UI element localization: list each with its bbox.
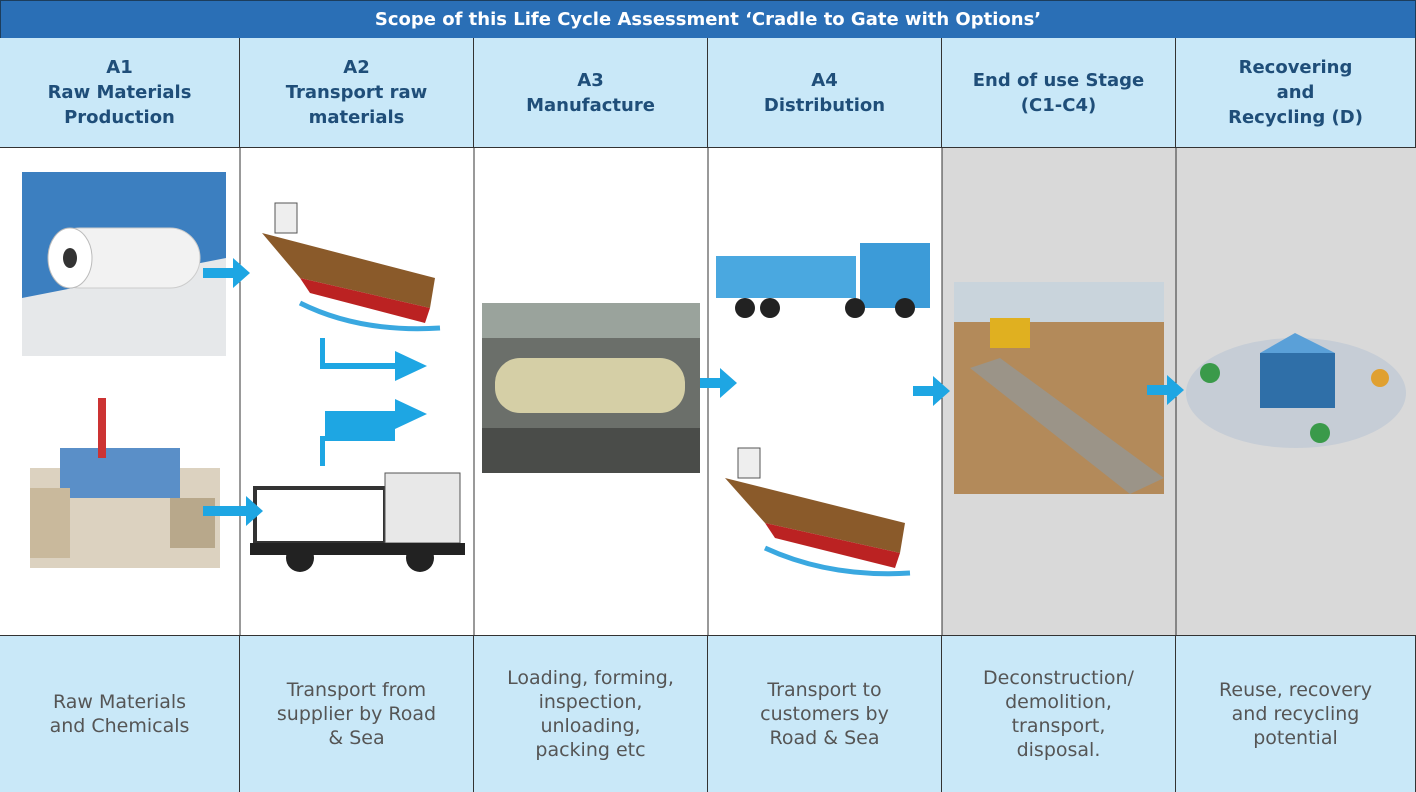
factory xyxy=(30,398,220,568)
column-heading-line: A1 xyxy=(0,55,239,80)
column-description-line: Transport from xyxy=(240,678,473,702)
column-description-line: Transport to xyxy=(708,678,941,702)
column-description-line: demolition, xyxy=(942,690,1175,714)
column-heading-line: Transport raw xyxy=(240,80,473,105)
column-heading-line: Distribution xyxy=(708,93,941,118)
fiber-roll xyxy=(22,172,226,356)
flatbed-truck xyxy=(716,243,930,318)
column-heading-line: A2 xyxy=(240,55,473,80)
column-heading-line: and xyxy=(1176,80,1415,105)
column-description-line: potential xyxy=(1176,726,1415,750)
column-description-line: Deconstruction/ xyxy=(942,666,1175,690)
column-description: Deconstruction/demolition,transport,disp… xyxy=(942,635,1176,792)
ship xyxy=(262,203,440,329)
column-description-line: Reuse, recovery xyxy=(1176,678,1415,702)
column-description-line: Road & Sea xyxy=(708,726,941,750)
column-description-line: & Sea xyxy=(240,726,473,750)
ship xyxy=(725,448,910,574)
column-description-line: Loading, forming, xyxy=(474,666,707,690)
column-description-line: supplier by Road xyxy=(240,702,473,726)
title: Scope of this Life Cycle Assessment ‘Cra… xyxy=(0,0,1416,39)
manufacturing-photo xyxy=(482,303,700,473)
column-description-line: Raw Materials xyxy=(0,690,239,714)
column-description-line: packing etc xyxy=(474,738,707,762)
column-description-line: disposal. xyxy=(942,738,1175,762)
illustrations xyxy=(0,148,1416,635)
column-description-line: customers by xyxy=(708,702,941,726)
column-description-line: and recycling xyxy=(1176,702,1415,726)
column-heading-line: Recovering xyxy=(1176,55,1415,80)
page: Scope of this Life Cycle Assessment ‘Cra… xyxy=(0,0,1416,792)
column-heading-line: Manufacture xyxy=(474,93,707,118)
column-heading-line: Production xyxy=(0,105,239,130)
column-description: Loading, forming,inspection,unloading,pa… xyxy=(474,635,708,792)
column-heading-line: A3 xyxy=(474,68,707,93)
pipeline-photo xyxy=(954,282,1164,494)
column-description-line: transport, xyxy=(942,714,1175,738)
column-description-line: unloading, xyxy=(474,714,707,738)
column-heading-line: Recycling (D) xyxy=(1176,105,1415,130)
column-heading-line: (C1-C4) xyxy=(942,93,1175,118)
column-description-line: and Chemicals xyxy=(0,714,239,738)
column-heading-line: Raw Materials xyxy=(0,80,239,105)
column-heading: End of use Stage(C1-C4) xyxy=(942,38,1176,148)
truck xyxy=(250,473,465,572)
column-heading-line: A4 xyxy=(708,68,941,93)
column-heading-line: materials xyxy=(240,105,473,130)
column-description-line: inspection, xyxy=(474,690,707,714)
column-heading-line: End of use Stage xyxy=(942,68,1175,93)
